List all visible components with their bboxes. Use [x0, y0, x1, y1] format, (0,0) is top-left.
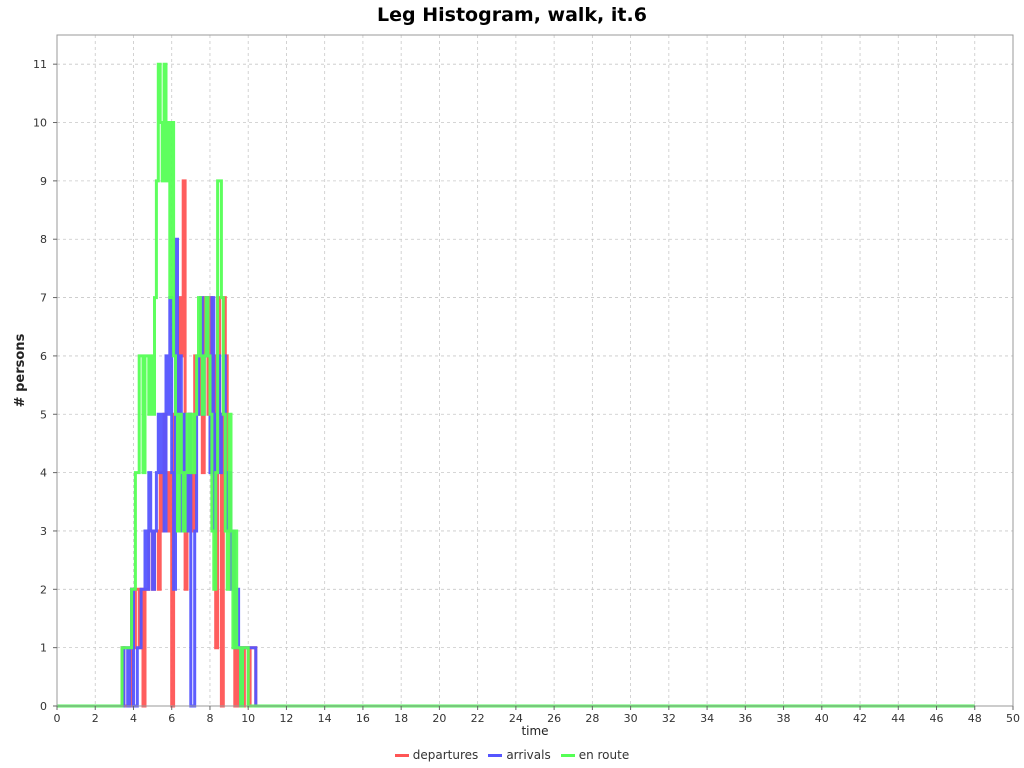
x-tick-label: 28 [585, 712, 599, 725]
legend-swatch-departures [394, 753, 409, 757]
y-tick-label: 6 [40, 350, 47, 363]
y-tick-label: 1 [40, 642, 47, 655]
series-line-arrivals [57, 237, 975, 708]
x-tick-label: 0 [54, 712, 61, 725]
x-tick-label: 6 [168, 712, 175, 725]
x-tick-label: 42 [853, 712, 867, 725]
x-tick-label: 46 [930, 712, 944, 725]
x-tick-label: 2 [92, 712, 99, 725]
chart-legend: departures arrivals en route [0, 748, 1024, 762]
x-tick-label: 40 [815, 712, 829, 725]
y-tick-label: 3 [40, 525, 47, 538]
y-tick-label: 9 [40, 175, 47, 188]
y-axis-label: # persons [13, 333, 28, 407]
x-tick-label: 24 [509, 712, 523, 725]
x-tick-label: 32 [662, 712, 676, 725]
legend-swatch-arrivals [488, 753, 503, 757]
y-tick-label: 7 [40, 292, 47, 305]
legend-label-en-route: en route [578, 748, 630, 762]
legend-swatch-en-route [560, 753, 575, 757]
x-tick-label: 36 [738, 712, 752, 725]
x-tick-label: 10 [241, 712, 255, 725]
x-tick-label: 18 [394, 712, 408, 725]
x-tick-label: 50 [1006, 712, 1020, 725]
legend-label-arrivals: arrivals [506, 748, 551, 762]
legend-label-departures: departures [412, 748, 479, 762]
y-tick-label: 8 [40, 233, 47, 246]
x-tick-label: 12 [279, 712, 293, 725]
series-line-en-route [57, 62, 975, 708]
x-tick-label: 4 [130, 712, 137, 725]
x-tick-label: 48 [968, 712, 982, 725]
x-tick-label: 30 [624, 712, 638, 725]
y-tick-label: 11 [33, 58, 47, 71]
y-tick-label: 2 [40, 583, 47, 596]
y-tick-label: 0 [40, 700, 47, 713]
legend-item-departures: departures [394, 748, 479, 762]
y-tick-label: 4 [40, 467, 47, 480]
x-tick-label: 34 [700, 712, 714, 725]
y-tick-label: 5 [40, 408, 47, 421]
legend-item-en-route: en route [560, 748, 630, 762]
x-axis-label: time [521, 724, 548, 738]
x-tick-label: 38 [777, 712, 791, 725]
x-tick-label: 20 [432, 712, 446, 725]
chart-title: Leg Histogram, walk, it.6 [377, 4, 647, 26]
x-tick-label: 26 [547, 712, 561, 725]
y-tick-label: 10 [33, 117, 47, 130]
x-tick-label: 14 [318, 712, 332, 725]
plot-border [56, 34, 1014, 707]
x-tick-label: 16 [356, 712, 370, 725]
legend-item-arrivals: arrivals [488, 748, 551, 762]
x-tick-label: 22 [471, 712, 485, 725]
x-tick-label: 8 [206, 712, 213, 725]
x-tick-label: 44 [891, 712, 905, 725]
